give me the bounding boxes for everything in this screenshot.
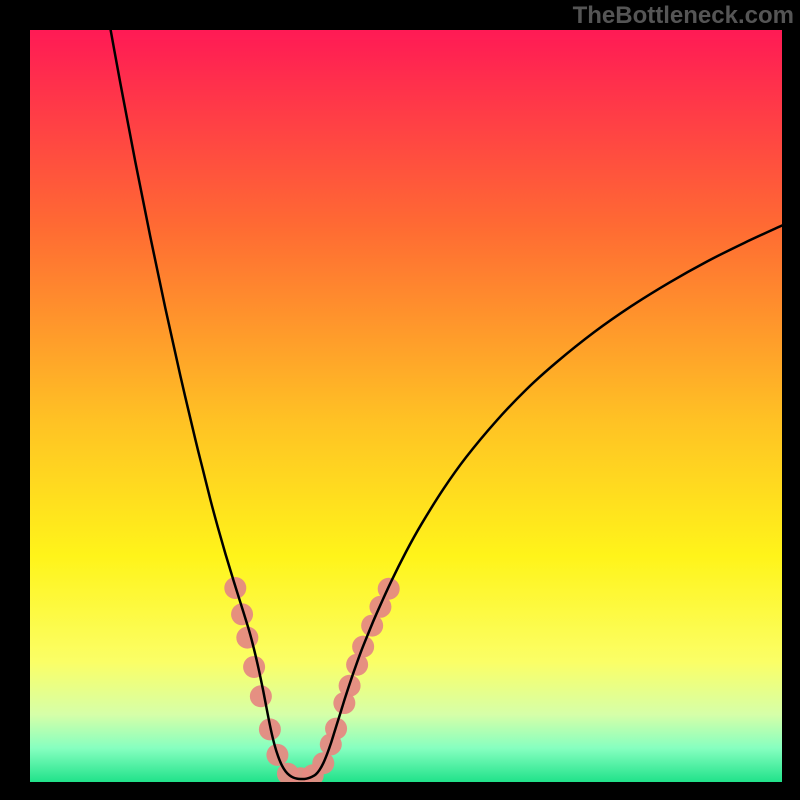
watermark-text: TheBottleneck.com — [573, 2, 794, 30]
bottleneck-curve — [105, 0, 782, 779]
overlay-dot — [236, 627, 258, 649]
chart-svg — [0, 0, 800, 800]
overlay-dot — [250, 685, 272, 707]
overlay-dot — [243, 656, 265, 678]
chart-frame: TheBottleneck.com — [0, 0, 800, 800]
